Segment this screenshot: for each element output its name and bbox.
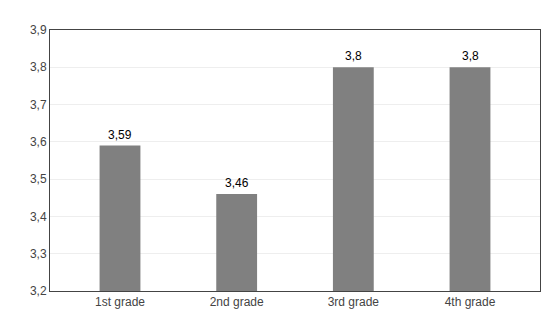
svg-text:3,7: 3,7 — [30, 98, 47, 112]
svg-text:3,8: 3,8 — [462, 49, 479, 63]
svg-text:3,3: 3,3 — [30, 247, 47, 261]
svg-text:3,9: 3,9 — [30, 23, 47, 37]
svg-text:3,5: 3,5 — [30, 172, 47, 186]
svg-text:2nd grade: 2nd grade — [210, 295, 264, 309]
svg-text:1st grade: 1st grade — [95, 295, 145, 309]
svg-text:3,4: 3,4 — [30, 210, 47, 224]
svg-text:3,6: 3,6 — [30, 135, 47, 149]
svg-text:3rd grade: 3rd grade — [328, 295, 380, 309]
svg-text:3,8: 3,8 — [345, 49, 362, 63]
svg-text:4th grade: 4th grade — [445, 295, 496, 309]
svg-text:3,2: 3,2 — [30, 284, 47, 298]
svg-text:3,46: 3,46 — [225, 176, 249, 190]
svg-text:3,8: 3,8 — [30, 60, 47, 74]
svg-text:3,59: 3,59 — [108, 128, 132, 142]
